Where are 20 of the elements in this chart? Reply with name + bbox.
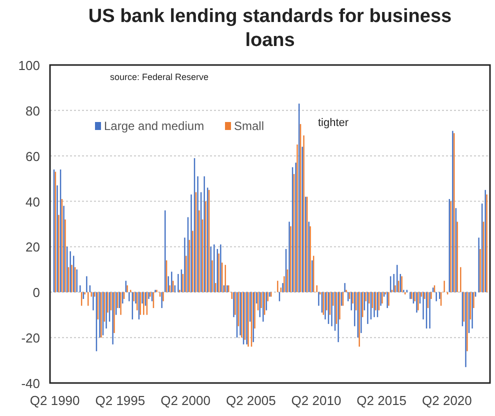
y-tick-label: 20 bbox=[26, 240, 40, 255]
x-tick-label: Q2 1995 bbox=[95, 393, 146, 408]
y-tick-label: 60 bbox=[26, 148, 40, 164]
x-tick-label: Q2 2005 bbox=[226, 393, 276, 408]
legend-label: Large and medium bbox=[104, 119, 204, 133]
annotation: tighter bbox=[318, 117, 349, 129]
legend-label: Small bbox=[234, 119, 264, 133]
chart-title: US bank lending standards for business loans bbox=[88, 6, 452, 51]
y-tick-label: 80 bbox=[26, 103, 40, 118]
x-tick-label: Q2 2010 bbox=[291, 393, 342, 408]
x-tick-label: Q2 2000 bbox=[160, 393, 210, 408]
annotation: source: Federal Reserve bbox=[110, 72, 209, 82]
x-tick-label: Q2 2015 bbox=[356, 393, 407, 408]
x-tick-label: Q2 2020 bbox=[422, 393, 472, 408]
y-tick-label: 0 bbox=[32, 285, 40, 300]
y-tick-label: 100 bbox=[18, 58, 40, 73]
y-tick-label: -40 bbox=[21, 376, 40, 391]
y-tick-label: 40 bbox=[26, 194, 40, 210]
y-tick-label: -20 bbox=[21, 330, 40, 346]
x-tick-label: Q2 1990 bbox=[30, 393, 80, 408]
